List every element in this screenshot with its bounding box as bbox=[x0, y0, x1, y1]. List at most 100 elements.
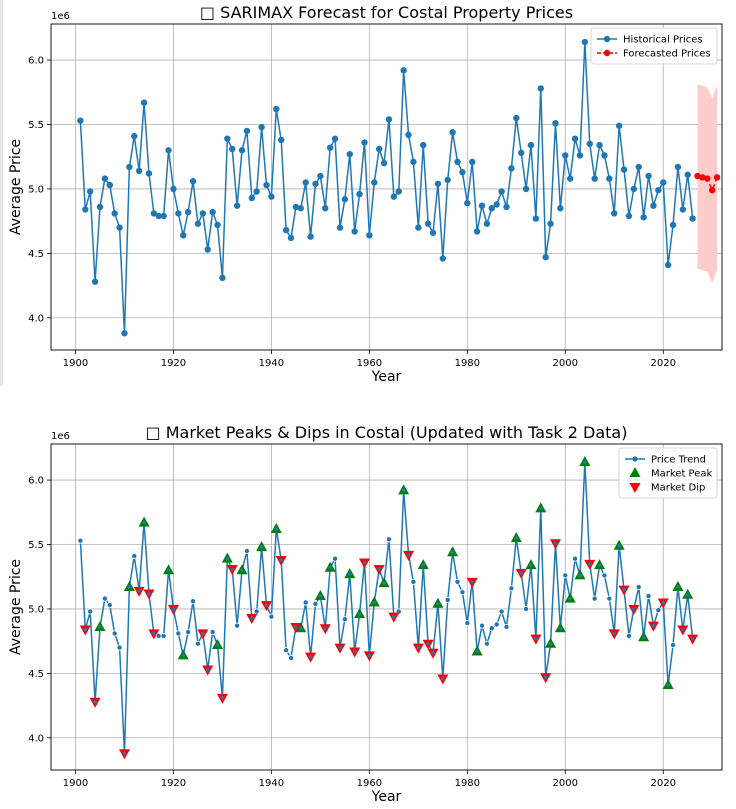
point-historical bbox=[552, 120, 559, 127]
point-price-trend-top bbox=[289, 656, 293, 660]
point-historical bbox=[415, 224, 422, 231]
point-historical bbox=[679, 206, 687, 213]
point-price-trend-top bbox=[392, 614, 396, 619]
point-price-trend-top bbox=[201, 631, 205, 636]
point-price-trend-top bbox=[524, 607, 528, 611]
point-price-trend-top bbox=[426, 641, 430, 646]
point-historical bbox=[189, 178, 197, 185]
point-historical bbox=[224, 135, 231, 142]
point-price-trend-top bbox=[93, 699, 97, 704]
point-price-trend-top bbox=[294, 625, 298, 629]
point-historical bbox=[483, 220, 491, 227]
point-price-trend-top bbox=[372, 600, 377, 605]
x-tick-label: 1980 bbox=[455, 778, 480, 789]
point-price-trend-top bbox=[441, 676, 445, 681]
point-price-trend-top bbox=[235, 623, 239, 628]
point-price-trend-top bbox=[303, 600, 308, 605]
left-edge-rule bbox=[0, 0, 3, 386]
point-price-trend-top bbox=[250, 616, 254, 620]
axes-frame bbox=[50, 443, 723, 771]
point-historical bbox=[424, 220, 432, 227]
x-tick-label: 1980 bbox=[455, 358, 480, 369]
point-historical bbox=[601, 152, 608, 159]
point-price-trend-top bbox=[107, 603, 112, 607]
point-historical bbox=[322, 205, 329, 212]
legend-label: Market Dip bbox=[651, 483, 705, 494]
x-tick-label: 1960 bbox=[357, 358, 382, 369]
point-price-trend-top bbox=[122, 751, 127, 756]
point-price-trend-top bbox=[161, 634, 166, 638]
point-historical bbox=[273, 105, 280, 113]
point-price-trend-top bbox=[347, 572, 352, 576]
point-price-trend-top bbox=[475, 649, 479, 654]
legend-box bbox=[618, 447, 718, 499]
point-historical bbox=[635, 163, 642, 171]
point-historical bbox=[586, 140, 593, 148]
point-price-trend-top bbox=[367, 653, 372, 658]
point-price-trend-top bbox=[245, 549, 249, 553]
point-historical bbox=[361, 139, 368, 146]
point-price-trend-top bbox=[627, 634, 631, 638]
point-price-trend-top bbox=[573, 556, 577, 561]
point-price-trend-top bbox=[406, 553, 411, 557]
point-historical bbox=[630, 185, 638, 193]
point-historical bbox=[248, 194, 256, 202]
point-historical bbox=[199, 210, 207, 217]
point-price-trend-top bbox=[78, 538, 83, 543]
point-historical bbox=[371, 179, 378, 186]
point-price-trend-top bbox=[421, 563, 426, 567]
chart-title: □ SARIMAX Forecast for Costal Property P… bbox=[200, 3, 573, 22]
point-price-trend-top bbox=[196, 641, 200, 646]
point-price-trend-top bbox=[338, 645, 342, 650]
point-price-trend-top bbox=[529, 563, 533, 567]
point-price-trend-top bbox=[215, 643, 220, 647]
point-price-trend-top bbox=[98, 625, 102, 629]
point-historical bbox=[302, 179, 309, 186]
point-historical bbox=[150, 210, 158, 217]
point-price-trend-top bbox=[156, 634, 161, 638]
point-historical bbox=[596, 141, 603, 149]
point-historical bbox=[307, 233, 314, 240]
point-price-trend-top bbox=[382, 581, 386, 585]
point-price-trend-top bbox=[230, 567, 235, 571]
point-price-trend-top bbox=[676, 585, 680, 589]
point-historical bbox=[126, 163, 133, 171]
point-historical bbox=[380, 159, 388, 167]
point-historical bbox=[674, 163, 682, 171]
point-price-trend-top bbox=[152, 631, 156, 636]
point-historical bbox=[101, 175, 109, 182]
point-historical bbox=[336, 224, 344, 231]
point-price-trend-top bbox=[279, 558, 283, 562]
point-historical bbox=[684, 171, 691, 178]
point-historical bbox=[219, 274, 226, 282]
point-historical bbox=[429, 229, 437, 236]
point-historical bbox=[488, 205, 496, 212]
point-historical bbox=[91, 278, 99, 285]
point-historical bbox=[655, 187, 662, 194]
point-price-trend-top bbox=[220, 696, 225, 700]
point-historical bbox=[615, 122, 623, 129]
point-historical bbox=[410, 158, 417, 166]
point-price-trend-top bbox=[514, 536, 519, 540]
point-historical bbox=[581, 38, 589, 46]
point-historical bbox=[454, 158, 461, 166]
point-historical bbox=[493, 201, 500, 208]
y-tick-label: 4.5 bbox=[28, 249, 44, 260]
point-price-trend-top bbox=[362, 560, 367, 565]
point-price-trend-top bbox=[117, 645, 122, 650]
point-historical bbox=[459, 168, 466, 176]
point-historical bbox=[214, 221, 221, 229]
point-price-trend-top bbox=[578, 573, 582, 578]
point-price-trend-top bbox=[323, 626, 328, 631]
point-historical bbox=[562, 152, 569, 159]
point-price-trend-top bbox=[558, 626, 563, 631]
point-historical bbox=[180, 232, 187, 239]
point-price-trend-top bbox=[401, 488, 406, 493]
point-price-trend-top bbox=[460, 590, 465, 594]
point-price-trend-top bbox=[632, 607, 636, 611]
point-historical bbox=[611, 210, 618, 217]
point-historical bbox=[537, 85, 544, 92]
point-forecast bbox=[704, 175, 711, 182]
point-historical bbox=[86, 188, 94, 195]
point-historical bbox=[121, 330, 128, 337]
